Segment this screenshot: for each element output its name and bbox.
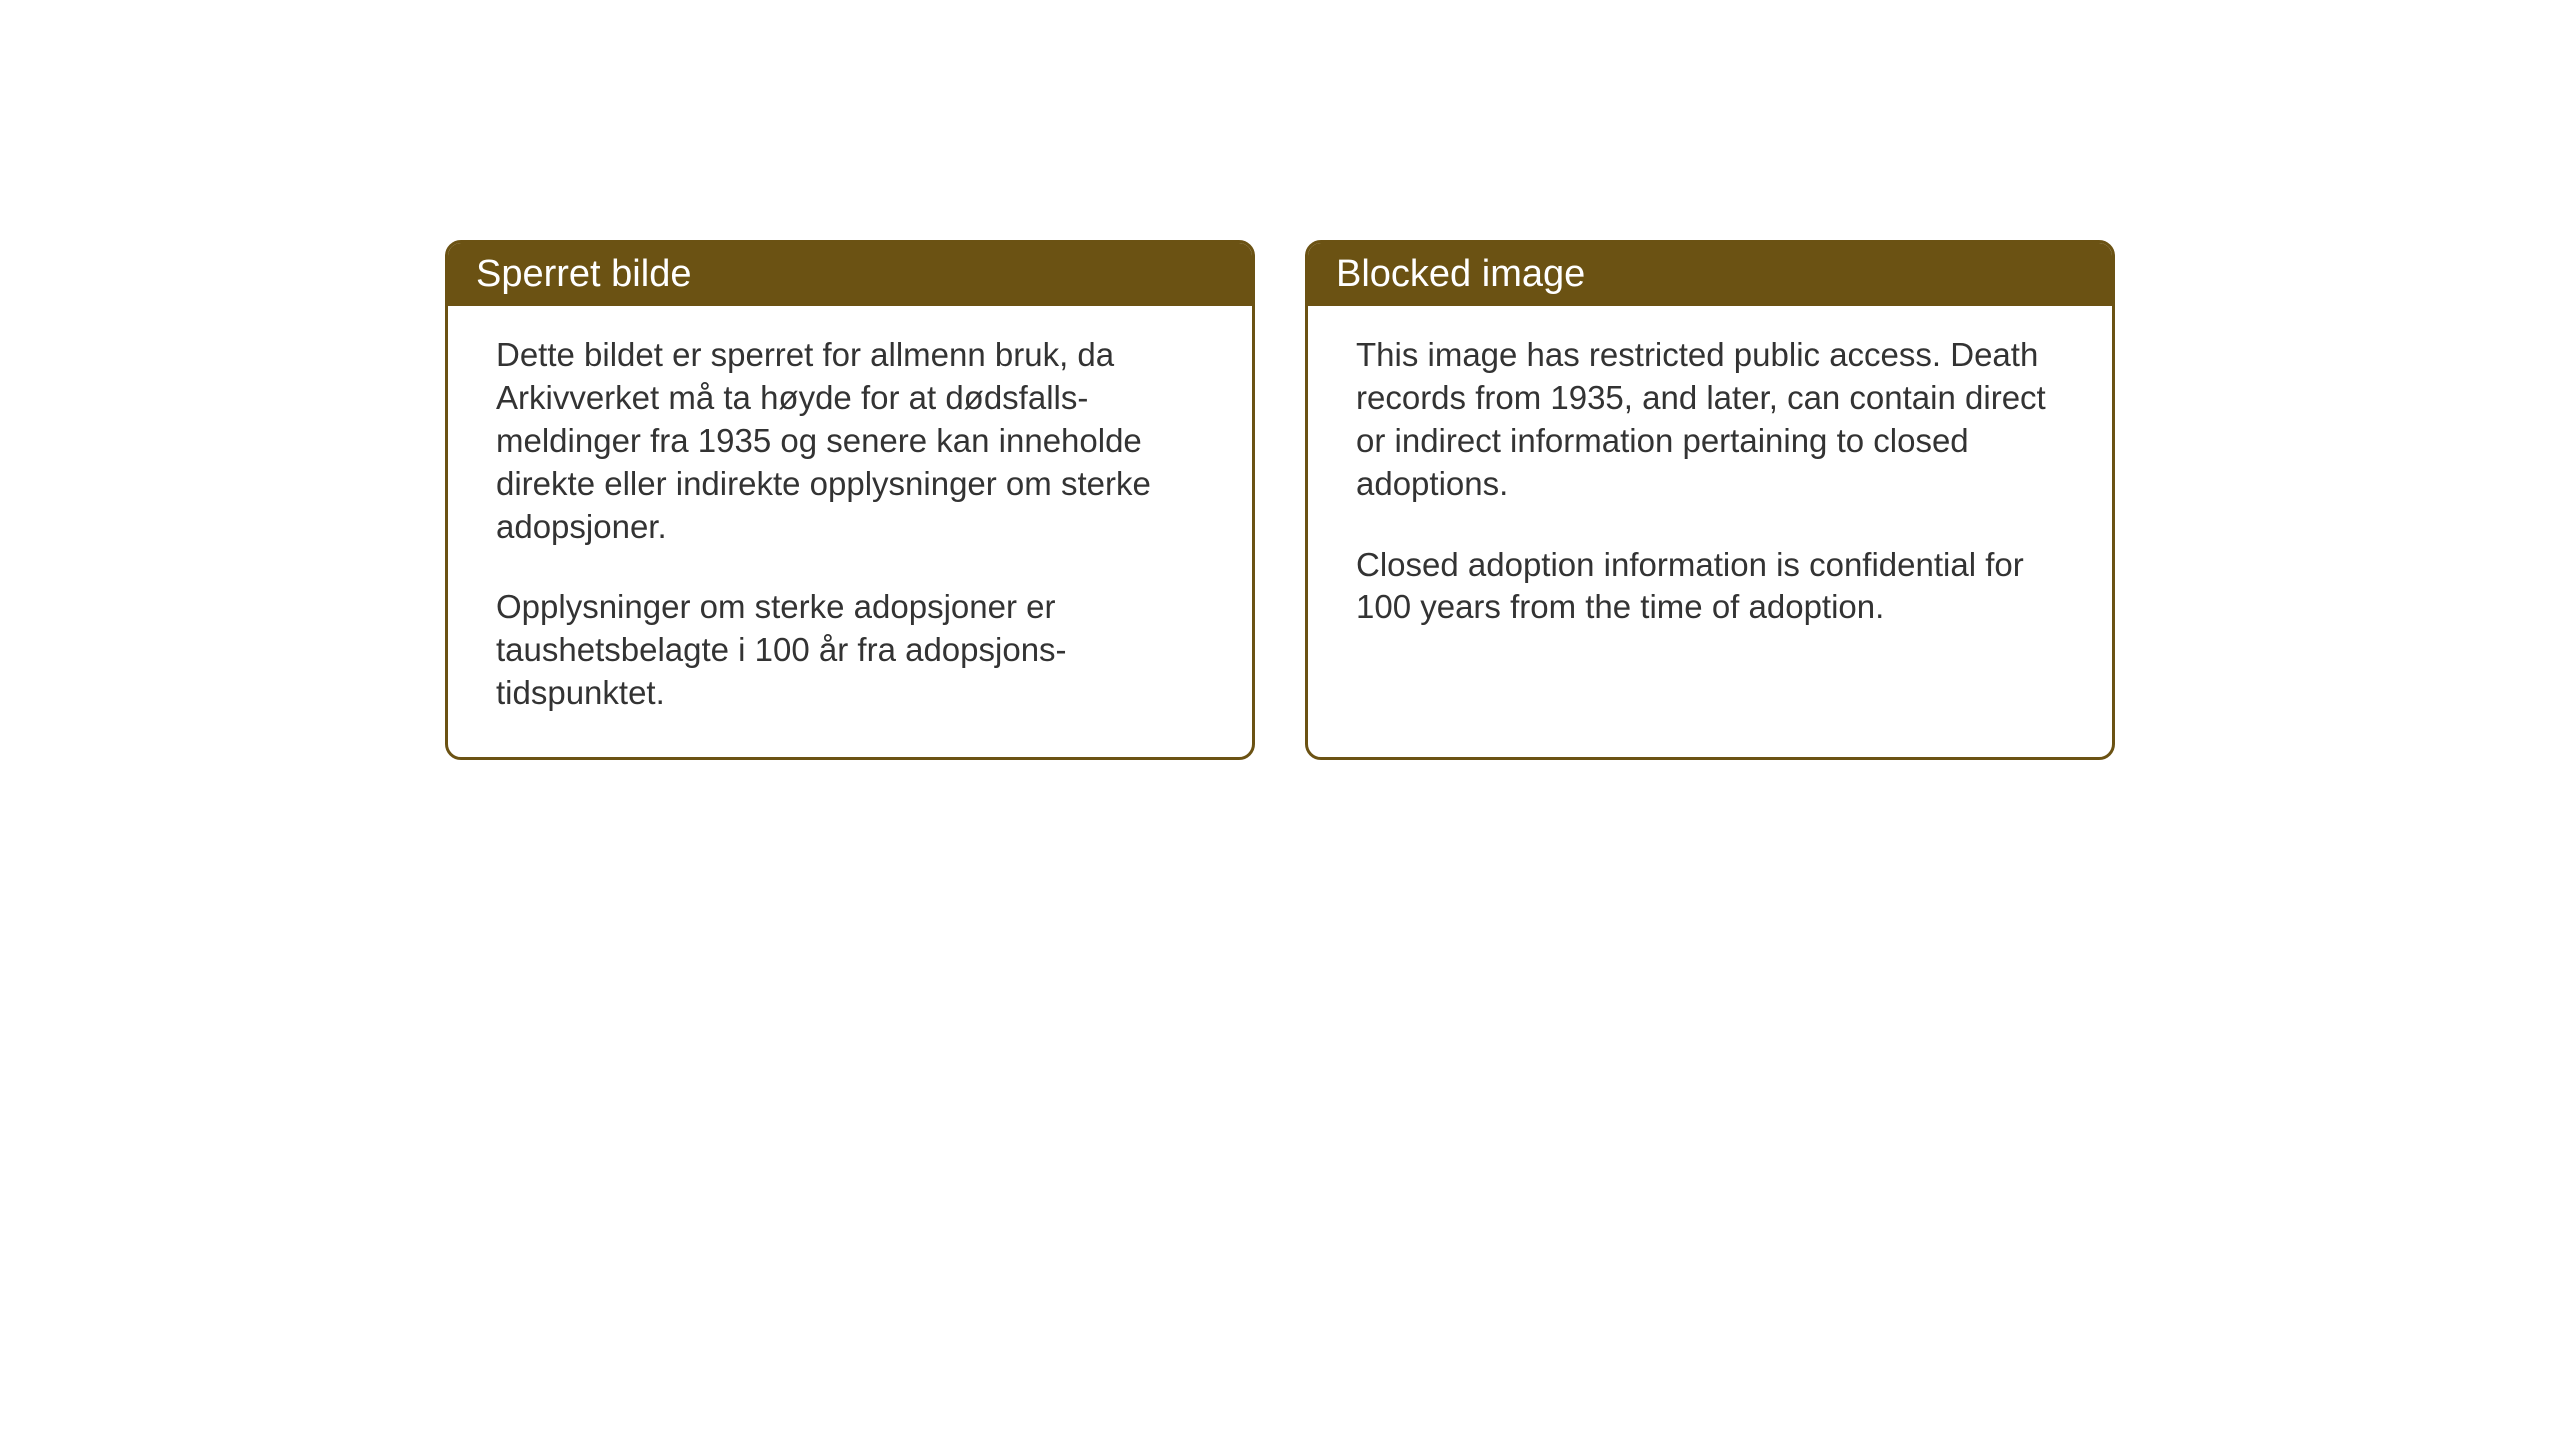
notice-body-english: This image has restricted public access.… <box>1308 306 2112 671</box>
notice-card-norwegian: Sperret bilde Dette bildet er sperret fo… <box>445 240 1255 760</box>
notice-header-english: Blocked image <box>1308 243 2112 306</box>
notice-paragraph-1-english: This image has restricted public access.… <box>1356 334 2064 506</box>
notice-body-norwegian: Dette bildet er sperret for allmenn bruk… <box>448 306 1252 757</box>
notice-paragraph-2-english: Closed adoption information is confident… <box>1356 544 2064 630</box>
notice-container: Sperret bilde Dette bildet er sperret fo… <box>445 240 2115 760</box>
notice-header-norwegian: Sperret bilde <box>448 243 1252 306</box>
notice-paragraph-1-norwegian: Dette bildet er sperret for allmenn bruk… <box>496 334 1204 548</box>
notice-card-english: Blocked image This image has restricted … <box>1305 240 2115 760</box>
notice-paragraph-2-norwegian: Opplysninger om sterke adopsjoner er tau… <box>496 586 1204 715</box>
